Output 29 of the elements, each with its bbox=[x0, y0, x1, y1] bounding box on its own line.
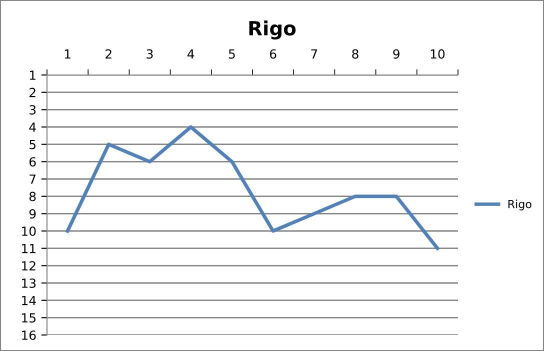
y-tick-label: 16 bbox=[22, 330, 36, 340]
y-tick-label: 14 bbox=[22, 296, 36, 306]
x-tick-label: 4 bbox=[187, 49, 194, 59]
y-tick-label: 10 bbox=[22, 226, 36, 236]
y-tick-label: 1 bbox=[30, 70, 36, 80]
legend-label: Rigo bbox=[508, 200, 532, 210]
x-tick-label: 6 bbox=[270, 49, 276, 59]
y-tick-label: 8 bbox=[29, 192, 36, 202]
y-tick-label: 6 bbox=[30, 157, 36, 167]
y-tick-label: 2 bbox=[30, 88, 36, 98]
x-tick-label: 10 bbox=[430, 49, 445, 59]
y-tick-label: 9 bbox=[29, 209, 36, 219]
x-tick-label: 8 bbox=[352, 49, 358, 59]
x-tick-label: 1 bbox=[64, 49, 70, 59]
y-tick-label: 11 bbox=[22, 244, 36, 254]
y-tick-label: 13 bbox=[22, 278, 36, 288]
chart-title: Rigo bbox=[249, 20, 296, 40]
y-tick-label: 5 bbox=[30, 140, 36, 150]
line-series bbox=[66, 125, 440, 250]
y-tick-label: 12 bbox=[22, 261, 36, 270]
x-tick-label: 5 bbox=[228, 49, 235, 59]
x-tick-label: 3 bbox=[146, 49, 153, 59]
y-tick-label: 7 bbox=[30, 174, 36, 184]
x-tick-label: 9 bbox=[393, 49, 400, 59]
x-tick-label: 2 bbox=[106, 49, 112, 59]
x-tick-label: 7 bbox=[311, 49, 318, 59]
y-tick-label: 3 bbox=[30, 105, 36, 115]
y-tick-label: 4 bbox=[29, 122, 36, 132]
y-tick-label: 15 bbox=[22, 313, 36, 323]
